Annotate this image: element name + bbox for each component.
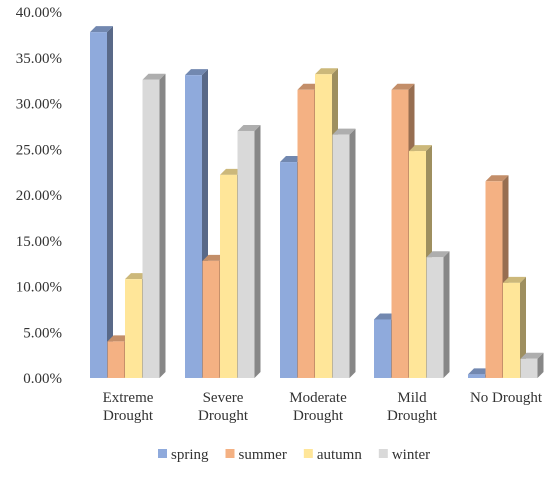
y-tick-label: 30.00% <box>16 97 62 113</box>
category-label: Drought <box>387 408 438 424</box>
x-axis: Extreme Drought Severe Drought Moderate Droug… <box>103 390 543 424</box>
legend-item-summer: summer <box>225 447 287 463</box>
legend-swatch <box>303 449 313 458</box>
y-tick-label: 0.00% <box>23 371 62 387</box>
legend-label: summer <box>239 447 287 463</box>
legend-label: spring <box>171 447 209 463</box>
y-tick-label: 25.00% <box>16 142 62 158</box>
category-label: Moderate <box>289 390 347 406</box>
legend-label: winter <box>392 447 430 463</box>
y-tick-label: 20.00% <box>16 188 62 204</box>
bar-autumn <box>503 276 526 378</box>
legend-item-spring: spring <box>158 447 209 463</box>
bar-winter <box>426 251 450 378</box>
y-tick-label: 10.00% <box>16 280 62 296</box>
bar-summer <box>485 175 509 378</box>
bar-winter <box>520 352 544 378</box>
category-label: Drought <box>293 408 344 424</box>
legend-swatch <box>158 449 167 458</box>
bars <box>90 26 544 379</box>
category-label: Severe <box>203 390 244 406</box>
legend-item-winter: winter <box>378 447 430 463</box>
category-label: No Drought <box>470 390 543 406</box>
category-label: Extreme <box>103 390 154 406</box>
bar-winter <box>332 128 356 378</box>
y-tick-label: 15.00% <box>16 234 62 250</box>
y-tick-label: 40.00% <box>16 5 62 21</box>
legend-swatch <box>378 449 388 458</box>
bar-winter <box>142 73 166 379</box>
legend: spring summer autumn winter <box>158 447 430 463</box>
y-tick-label: 5.00% <box>23 325 62 341</box>
category-label: Drought <box>198 408 249 424</box>
y-axis: 0.00% 5.00% 10.00% 15.00% 20.00% 25.00% 30.00%… <box>16 5 62 387</box>
legend-label: autumn <box>317 447 362 463</box>
category-label: Mild <box>397 390 427 406</box>
category-label: Drought <box>103 408 154 424</box>
bar-spring <box>90 26 113 378</box>
legend-swatch <box>225 449 235 458</box>
legend-item-autumn: autumn <box>303 447 362 463</box>
y-tick-label: 35.00% <box>16 51 62 67</box>
bar-winter <box>237 124 261 378</box>
